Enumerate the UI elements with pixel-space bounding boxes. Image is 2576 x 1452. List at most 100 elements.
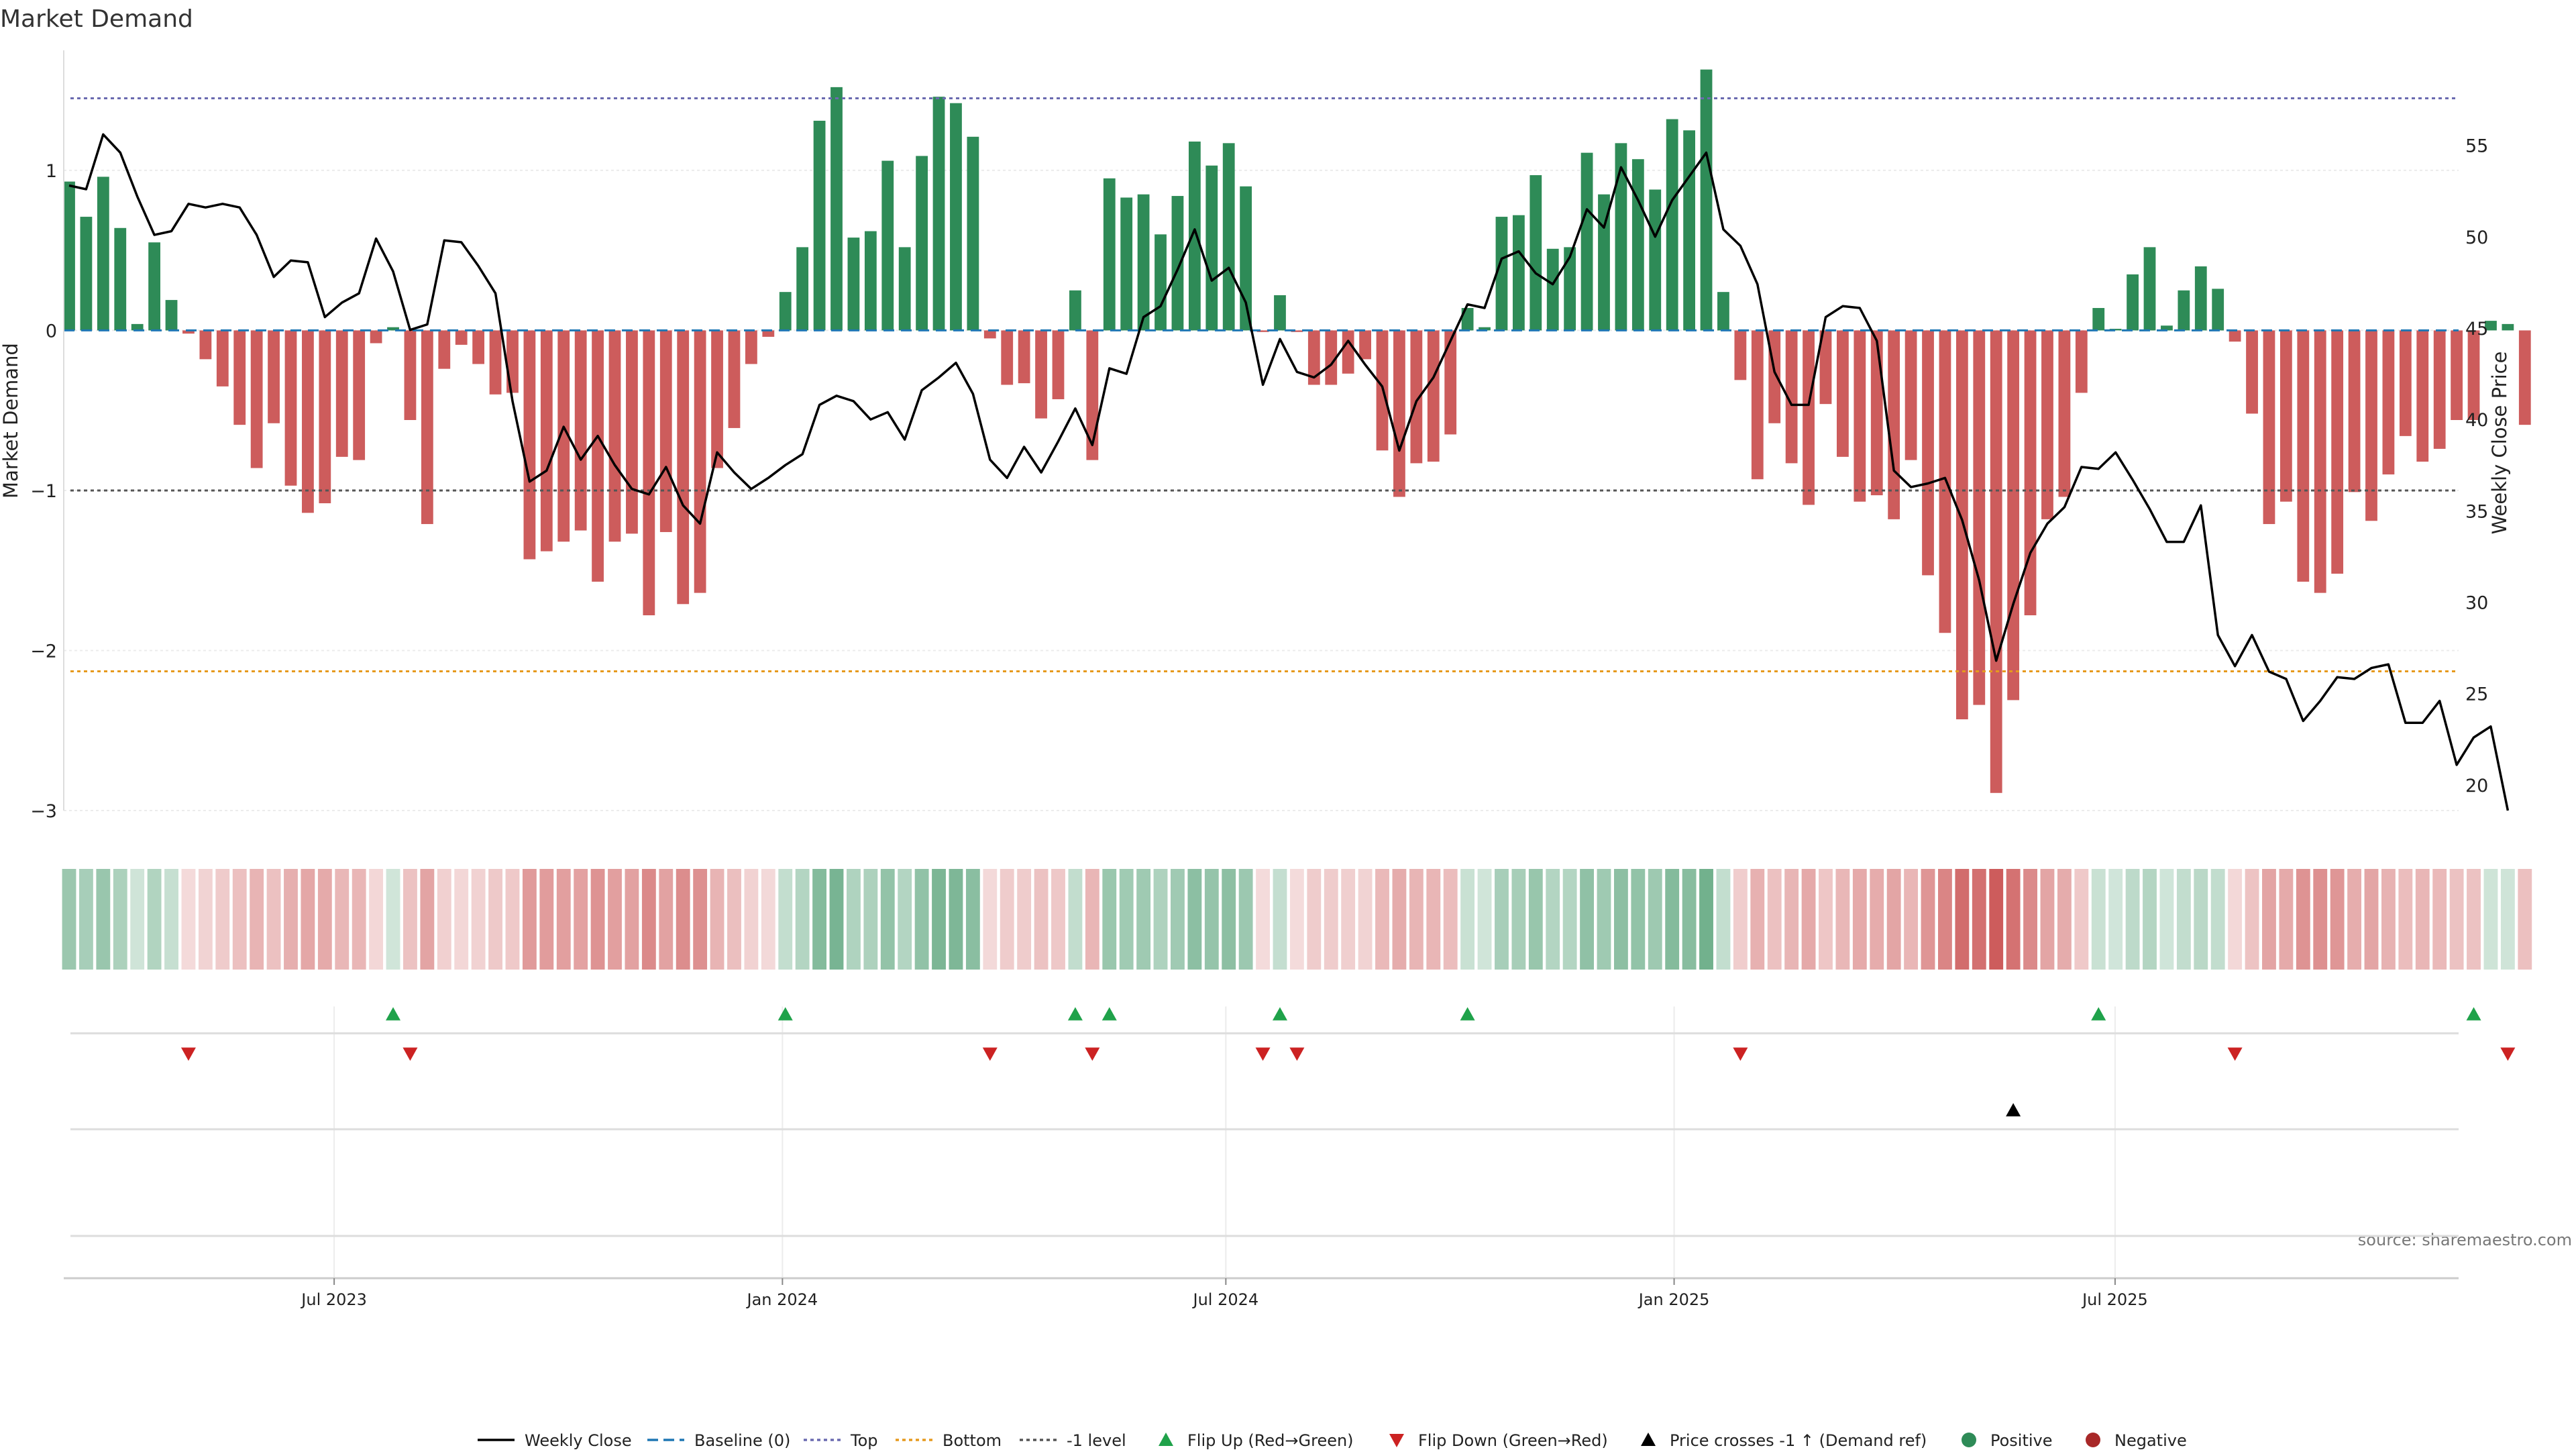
- heat-cell: [96, 869, 111, 970]
- heat-cell: [1733, 869, 1748, 970]
- demand-bar-negative: [1001, 330, 1014, 385]
- demand-bar-negative: [762, 330, 775, 337]
- demand-bar-positive: [2127, 274, 2139, 331]
- demand-bar-negative: [1990, 330, 2002, 793]
- legend-swatch-cross: [1641, 1433, 1656, 1446]
- demand-bar-negative: [983, 330, 996, 339]
- event-rows: [70, 1007, 2516, 1237]
- heat-cell: [574, 869, 588, 970]
- demand-bar-negative: [2279, 330, 2292, 502]
- demand-bar-positive: [1683, 130, 1696, 331]
- demand-bar-positive: [1188, 141, 1201, 331]
- demand-bar-negative: [216, 330, 229, 386]
- heat-cell: [1341, 869, 1356, 970]
- legend-label: Price crosses -1 ↑ (Demand ref): [1670, 1431, 1927, 1449]
- demand-bar-negative: [2075, 330, 2088, 393]
- demand-bar-positive: [898, 247, 911, 331]
- demand-bar-negative: [1922, 330, 1934, 576]
- heat-cell: [795, 869, 810, 970]
- demand-bar-positive: [2109, 329, 2122, 331]
- demand-bar-negative: [1955, 330, 1968, 720]
- demand-bar-negative: [489, 330, 502, 395]
- heat-cell: [1392, 869, 1407, 970]
- demand-bar-positive: [2092, 308, 2105, 331]
- demand-bar-negative: [2331, 330, 2344, 574]
- heat-cell: [164, 869, 178, 970]
- demand-bar-negative: [745, 330, 757, 364]
- y-tick-label: −2: [30, 641, 57, 662]
- demand-bar-negative: [643, 330, 655, 615]
- demand-bar-positive: [2178, 290, 2190, 331]
- heat-cell: [1273, 869, 1287, 970]
- heat-cell: [1852, 869, 1867, 970]
- demand-bar-negative: [233, 330, 246, 425]
- heat-cell: [2159, 869, 2174, 970]
- demand-bar-positive: [796, 247, 809, 331]
- demand-bar-positive: [131, 323, 144, 331]
- legend-label: Bottom: [943, 1431, 1002, 1449]
- y2-tick-label: 25: [2465, 684, 2488, 705]
- heat-cell: [1102, 869, 1117, 970]
- heat-cell: [2381, 869, 2396, 970]
- heat-cell: [2483, 869, 2498, 970]
- y-tick-label: 1: [46, 161, 57, 182]
- demand-bar-negative: [1751, 330, 1764, 480]
- heat-cell: [2023, 869, 2037, 970]
- heat-cell: [676, 869, 690, 970]
- heat-cell: [335, 869, 350, 970]
- demand-bar-negative: [1904, 330, 1917, 460]
- flip-up-marker: [386, 1007, 401, 1021]
- heat-cell: [1017, 869, 1032, 970]
- legend-item-bottom: Bottom: [896, 1431, 1002, 1450]
- heat-cell: [710, 869, 724, 970]
- legend-item-flip_up: Flip Up (Red→Green): [1159, 1431, 1354, 1450]
- heat-cell: [1921, 869, 1935, 970]
- heat-cell: [2194, 869, 2208, 970]
- demand-bar-positive: [1120, 197, 1133, 331]
- demand-bar-negative: [1854, 330, 1866, 502]
- heat-cell: [2210, 869, 2225, 970]
- demand-bar-positive: [1529, 175, 1542, 331]
- flip-down-marker: [982, 1047, 998, 1061]
- demand-bar-positive: [1512, 215, 1525, 331]
- demand-bar-positive: [1103, 178, 1116, 331]
- heat-cell: [505, 869, 520, 970]
- demand-bar-negative: [404, 330, 417, 420]
- heat-cell: [1904, 869, 1919, 970]
- heat-cell: [1580, 869, 1594, 970]
- reference-lines: [64, 97, 2459, 672]
- demand-bar-negative: [2416, 330, 2429, 462]
- demand-bar-negative: [1427, 330, 1440, 462]
- heat-cell: [1238, 869, 1253, 970]
- demand-bar-negative: [2314, 330, 2326, 593]
- legend-label: -1 level: [1067, 1431, 1126, 1449]
- heat-cell: [403, 869, 417, 970]
- heat-cell: [2398, 869, 2413, 970]
- heat-cell: [1460, 869, 1475, 970]
- heat-cell: [1613, 869, 1628, 970]
- heat-cell: [1443, 869, 1458, 970]
- demand-bar-positive: [916, 156, 928, 331]
- heat-cell: [2057, 869, 2072, 970]
- y2-tick-label: 45: [2465, 319, 2488, 340]
- demand-bar-negative: [1410, 330, 1423, 464]
- demand-bar-negative: [1973, 330, 1986, 705]
- demand-bar-negative: [2433, 330, 2446, 449]
- heat-cell: [386, 869, 400, 970]
- heat-cell: [659, 869, 674, 970]
- demand-bar-positive: [1171, 196, 1184, 331]
- heat-cell: [266, 869, 281, 970]
- demand-bar-positive: [165, 300, 178, 331]
- demand-bar-negative: [199, 330, 212, 360]
- legend-item-close: Weekly Close: [478, 1431, 632, 1450]
- demand-bar-negative: [592, 330, 604, 582]
- close-price-series: [68, 133, 2510, 811]
- heat-cell: [471, 869, 486, 970]
- flip-up-marker: [2466, 1007, 2481, 1021]
- heat-cell: [1034, 869, 1049, 970]
- heat-cell: [62, 869, 76, 970]
- heat-cell: [301, 869, 315, 970]
- heat-cell: [1068, 869, 1083, 970]
- heat-cell: [1631, 869, 1646, 970]
